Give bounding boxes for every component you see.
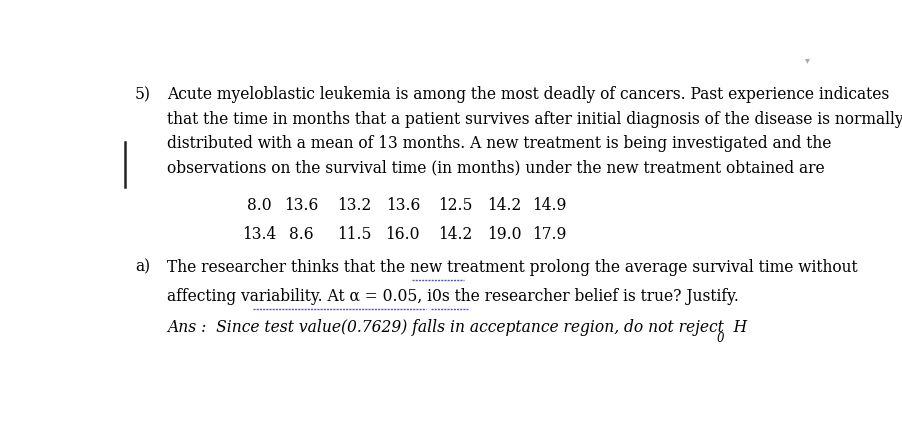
Text: 14.2: 14.2 (438, 226, 473, 243)
Text: distributed with a mean of 13 months. A new treatment is being investigated and : distributed with a mean of 13 months. A … (167, 135, 832, 152)
Text: Acute myeloblastic leukemia is among the most deadly of cancers. Past experience: Acute myeloblastic leukemia is among the… (167, 87, 889, 103)
Text: 14.9: 14.9 (532, 197, 566, 214)
Text: observations on the survival time (in months) under the new treatment obtained a: observations on the survival time (in mo… (167, 160, 825, 176)
Text: Ans :  Since test value(0.7629) falls in acceptance region, do not reject  H: Ans : Since test value(0.7629) falls in … (167, 319, 748, 336)
Text: 11.5: 11.5 (336, 226, 371, 243)
Text: 13.2: 13.2 (336, 197, 371, 214)
Text: The researcher thinks that the new treatment prolong the average survival time w: The researcher thinks that the new treat… (167, 259, 858, 276)
Text: 8.0: 8.0 (247, 197, 272, 214)
Text: 8.6: 8.6 (290, 226, 314, 243)
Text: ▾: ▾ (805, 55, 809, 65)
Text: affecting variability. At α = 0.05, i0s the researcher belief is true? Justify.: affecting variability. At α = 0.05, i0s … (167, 288, 739, 305)
Text: 5): 5) (135, 87, 152, 103)
Text: 13.6: 13.6 (284, 197, 318, 214)
Text: 17.9: 17.9 (532, 226, 566, 243)
Text: 0: 0 (717, 332, 724, 345)
Text: 13.4: 13.4 (243, 226, 277, 243)
Text: 12.5: 12.5 (438, 197, 473, 214)
Text: a): a) (135, 259, 151, 276)
Text: that the time in months that a patient survives after initial diagnosis of the d: that the time in months that a patient s… (167, 111, 902, 128)
Text: 16.0: 16.0 (386, 226, 420, 243)
Text: 14.2: 14.2 (487, 197, 521, 214)
Text: 13.6: 13.6 (386, 197, 420, 214)
Text: 19.0: 19.0 (487, 226, 521, 243)
